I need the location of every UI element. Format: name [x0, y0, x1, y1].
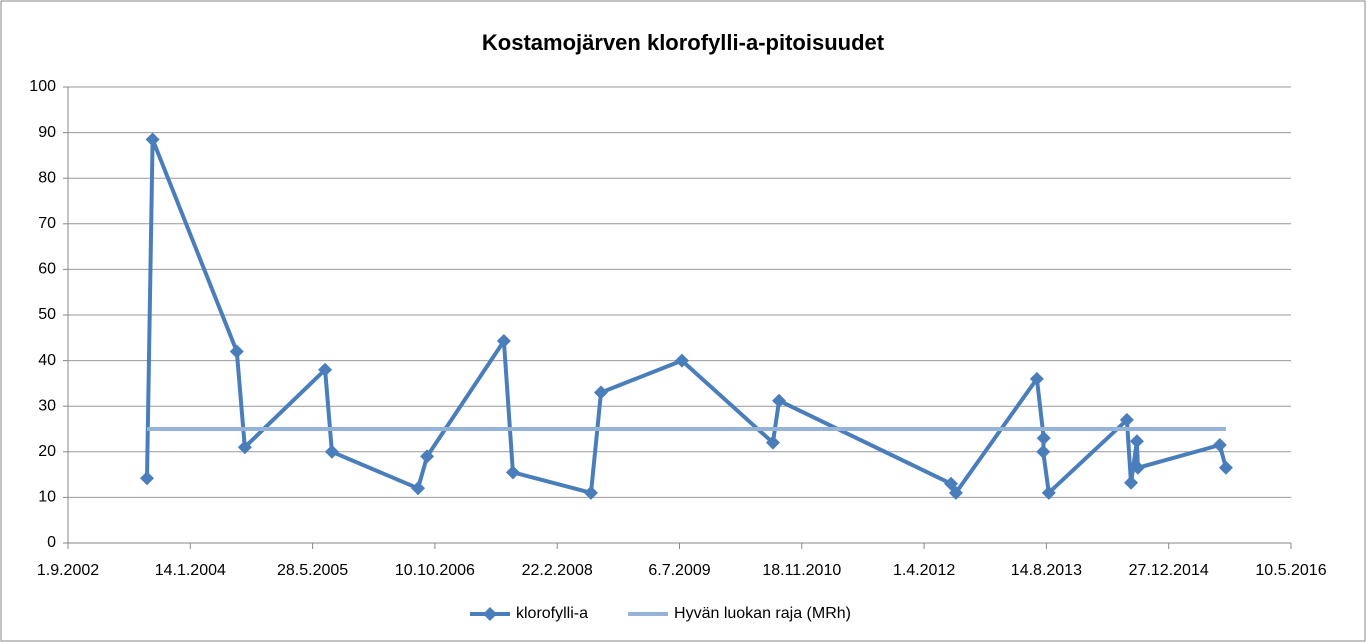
data-point [496, 333, 511, 348]
x-tick-label: 14.1.2004 [155, 562, 226, 579]
data-point [765, 435, 780, 450]
data-point [1218, 460, 1233, 475]
y-tick-label: 90 [38, 124, 56, 141]
x-tick-label: 1.4.2012 [893, 562, 955, 579]
y-tick-label: 30 [38, 397, 56, 414]
data-point [1036, 444, 1051, 459]
data-point [674, 353, 689, 368]
legend-label: Hyvän luokan raja (MRh) [674, 605, 851, 622]
data-point [1124, 475, 1139, 490]
data-point [593, 385, 608, 400]
data-point [1029, 371, 1044, 386]
y-tick-label: 100 [29, 78, 56, 95]
data-point [1130, 460, 1145, 475]
y-tick-label: 40 [38, 352, 56, 369]
y-tick-label: 50 [38, 306, 56, 323]
data-point [145, 132, 160, 147]
x-tick-label: 1.9.2002 [37, 562, 99, 579]
chart-title: Kostamojärven klorofylli-a-pitoisuudet [482, 30, 885, 55]
data-point [948, 485, 963, 500]
data-point [1041, 485, 1056, 500]
x-tick-label: 10.5.2016 [1255, 562, 1326, 579]
data-point [1119, 412, 1134, 427]
x-tick-label: 6.7.2009 [648, 562, 710, 579]
data-point [411, 481, 426, 496]
data-point [237, 440, 252, 455]
y-tick-label: 60 [38, 261, 56, 278]
legend-label: klorofylli-a [516, 605, 588, 622]
data-point [944, 476, 959, 491]
data-point [229, 344, 244, 359]
y-tick-label: 20 [38, 443, 56, 460]
data-point [420, 449, 435, 464]
data-point [772, 393, 787, 408]
data-point [505, 465, 520, 480]
data-point [140, 471, 155, 486]
x-tick-label: 14.8.2013 [1011, 562, 1082, 579]
x-tick-label: 18.11.2010 [762, 562, 841, 579]
y-tick-label: 10 [38, 489, 56, 506]
x-tick-label: 28.5.2005 [277, 562, 348, 579]
legend-marker [483, 607, 497, 621]
data-point [1036, 431, 1051, 446]
data-point [318, 362, 333, 377]
data-point [583, 485, 598, 500]
data-point [324, 444, 339, 459]
data-point [1129, 434, 1144, 449]
y-tick-label: 0 [47, 534, 56, 551]
y-tick-label: 70 [38, 215, 56, 232]
y-tick-label: 80 [38, 169, 56, 186]
x-tick-label: 27.12.2014 [1129, 562, 1209, 579]
x-tick-label: 22.2.2008 [522, 562, 593, 579]
x-tick-label: 10.10.2006 [395, 562, 475, 579]
data-point [1212, 437, 1227, 452]
